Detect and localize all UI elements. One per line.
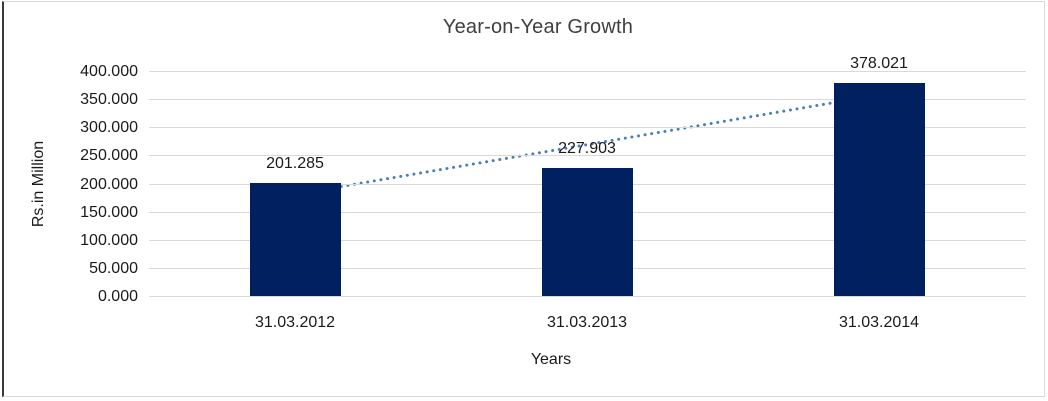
gridline — [149, 127, 1026, 129]
category-label: 31.03.2014 — [838, 314, 920, 331]
bar — [541, 167, 633, 296]
bar — [249, 182, 341, 296]
x-axis-title: Years — [530, 351, 572, 368]
y-axis-tick-label: 100.000 — [80, 231, 138, 249]
y-axis-tick-label: 250.000 — [80, 147, 138, 165]
gridline — [149, 99, 1026, 101]
category-label: 31.03.2012 — [254, 314, 336, 331]
y-axis-tick-label: 350.000 — [80, 91, 138, 109]
y-axis-tick-label: 400.000 — [80, 63, 138, 80]
bar — [833, 83, 925, 296]
y-axis-tick-label: 300.000 — [80, 119, 138, 137]
gridline — [149, 71, 1026, 72]
bar-value-label: 201.285 — [266, 154, 324, 172]
gridline — [149, 296, 1026, 297]
gridline — [149, 155, 1026, 157]
bar-value-label: 227.903 — [558, 139, 616, 157]
y-axis-tick-label: 50.000 — [89, 259, 138, 277]
bar-value-label: 378.021 — [850, 55, 908, 73]
y-axis-tick-label: 200.000 — [80, 175, 138, 193]
y-axis-tick-label: 0.000 — [97, 288, 138, 305]
y-axis-tick-label: 150.000 — [80, 203, 138, 221]
category-label: 31.03.2013 — [546, 314, 628, 331]
chart-title: Year-on-Year Growth — [442, 16, 634, 38]
